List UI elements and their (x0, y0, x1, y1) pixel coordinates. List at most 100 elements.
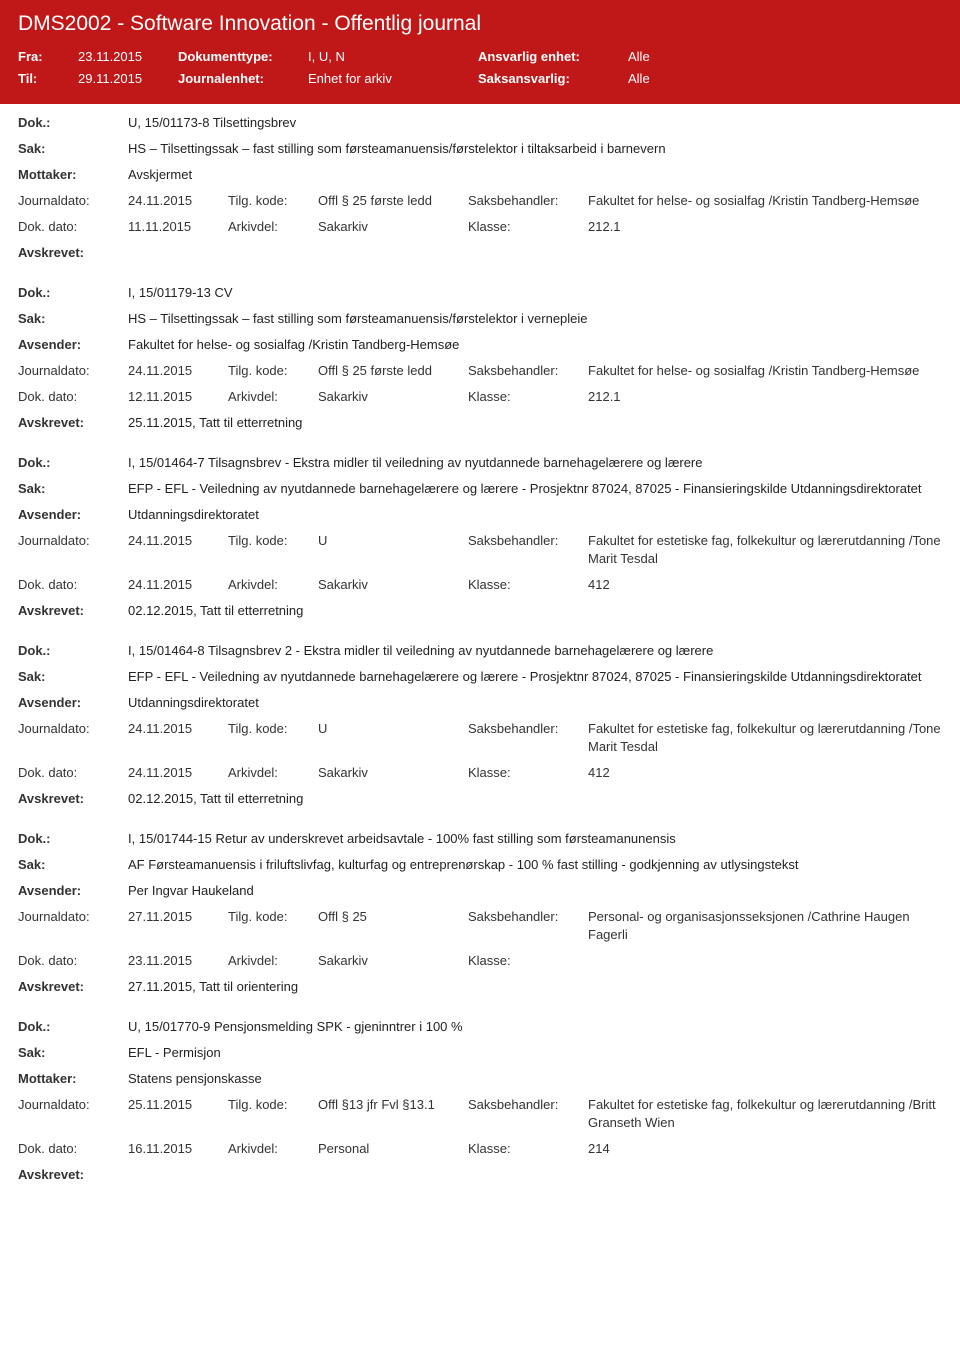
klasse-label: Klasse: (468, 764, 588, 782)
saksbehandler-value: Fakultet for estetiske fag, folkekultur … (588, 720, 942, 756)
sak-line: Sak: HS – Tilsettingssak – fast stilling… (18, 140, 942, 158)
journaldato-label: Journaldato: (18, 362, 128, 380)
dokdato-value: 24.11.2015 (128, 576, 228, 594)
dokdato-value: 11.11.2015 (128, 218, 228, 236)
avskrevet-line: Avskrevet: 25.11.2015, Tatt til etterret… (18, 414, 942, 432)
fra-label: Fra: (18, 46, 78, 68)
fra-value: 23.11.2015 (78, 46, 178, 68)
klasse-label: Klasse: (468, 952, 588, 970)
arkivdel-value: Sakarkiv (318, 388, 468, 406)
dok-value: U, 15/01173-8 Tilsettingsbrev (128, 114, 942, 132)
klasse-label: Klasse: (468, 1140, 588, 1158)
dokdato-row: Dok. dato: 12.11.2015 Arkivdel: Sakarkiv… (18, 388, 942, 406)
party-value: Utdanningsdirektoratet (128, 694, 942, 712)
party-label: Avsender: (18, 506, 128, 524)
party-label: Avsender: (18, 694, 128, 712)
party-label: Avsender: (18, 336, 128, 354)
dok-value: U, 15/01770-9 Pensjonsmelding SPK - gjen… (128, 1018, 942, 1036)
journaldato-row: Journaldato: 25.11.2015 Tilg. kode: Offl… (18, 1096, 942, 1132)
entries-container: Dok.: U, 15/01173-8 Tilsettingsbrev Sak:… (0, 104, 960, 1196)
dok-value: I, 15/01179-13 CV (128, 284, 942, 302)
journaldato-label: Journaldato: (18, 720, 128, 738)
dok-value: I, 15/01744-15 Retur av underskrevet arb… (128, 830, 942, 848)
dok-label: Dok.: (18, 454, 128, 472)
ansvarlig-value: Alle (628, 46, 650, 68)
saksbehandler-label: Saksbehandler: (468, 908, 588, 926)
tilgkode-value: U (318, 532, 468, 550)
avskrevet-line: Avskrevet: 02.12.2015, Tatt til etterret… (18, 790, 942, 808)
klasse-value: 412 (588, 764, 942, 782)
avskrevet-label: Avskrevet: (18, 414, 128, 432)
saksbehandler-value: Fakultet for estetiske fag, folkekultur … (588, 532, 942, 568)
klasse-value: 214 (588, 1140, 942, 1158)
sak-line: Sak: EFL - Permisjon (18, 1044, 942, 1062)
avskrevet-label: Avskrevet: (18, 790, 128, 808)
klasse-label: Klasse: (468, 218, 588, 236)
dokdato-value: 16.11.2015 (128, 1140, 228, 1158)
arkivdel-label: Arkivdel: (228, 1140, 318, 1158)
page-title: DMS2002 - Software Innovation - Offentli… (18, 12, 942, 36)
journaldato-value: 24.11.2015 (128, 720, 228, 738)
arkivdel-value: Sakarkiv (318, 218, 468, 236)
journaldato-value: 25.11.2015 (128, 1096, 228, 1114)
avskrevet-value: 02.12.2015, Tatt til etterretning (128, 790, 942, 808)
journaldato-label: Journaldato: (18, 532, 128, 550)
dok-line: Dok.: U, 15/01173-8 Tilsettingsbrev (18, 114, 942, 132)
sak-value: EFL - Permisjon (128, 1044, 942, 1062)
arkivdel-label: Arkivdel: (228, 388, 318, 406)
journaldato-label: Journaldato: (18, 1096, 128, 1114)
arkivdel-value: Sakarkiv (318, 764, 468, 782)
saksbehandler-value: Fakultet for helse- og sosialfag /Kristi… (588, 362, 942, 380)
saksbehandler-value: Fakultet for estetiske fag, folkekultur … (588, 1096, 942, 1132)
arkivdel-label: Arkivdel: (228, 576, 318, 594)
dok-label: Dok.: (18, 642, 128, 660)
ansvarlig-label: Ansvarlig enhet: (478, 46, 628, 68)
klasse-value: 212.1 (588, 218, 942, 236)
journaldato-value: 24.11.2015 (128, 362, 228, 380)
sak-label: Sak: (18, 140, 128, 158)
sak-line: Sak: EFP - EFL - Veiledning av nyutdanne… (18, 480, 942, 498)
journaldato-row: Journaldato: 24.11.2015 Tilg. kode: U Sa… (18, 720, 942, 756)
journal-entry: Dok.: I, 15/01464-7 Tilsagnsbrev - Ekstr… (0, 444, 960, 632)
journaldato-row: Journaldato: 27.11.2015 Tilg. kode: Offl… (18, 908, 942, 944)
sak-label: Sak: (18, 310, 128, 328)
tilgkode-value: U (318, 720, 468, 738)
dokdato-row: Dok. dato: 16.11.2015 Arkivdel: Personal… (18, 1140, 942, 1158)
party-line: Mottaker: Statens pensjonskasse (18, 1070, 942, 1088)
tilgkode-value: Offl §13 jfr Fvl §13.1 (318, 1096, 468, 1114)
party-label: Mottaker: (18, 166, 128, 184)
avskrevet-line: Avskrevet: (18, 1166, 942, 1184)
dokdato-value: 24.11.2015 (128, 764, 228, 782)
sak-line: Sak: EFP - EFL - Veiledning av nyutdanne… (18, 668, 942, 686)
avskrevet-value: 27.11.2015, Tatt til orientering (128, 978, 942, 996)
dokdato-label: Dok. dato: (18, 764, 128, 782)
journal-entry: Dok.: I, 15/01464-8 Tilsagnsbrev 2 - Eks… (0, 632, 960, 820)
saksbehandler-value: Personal- og organisasjonsseksjonen /Cat… (588, 908, 942, 944)
sak-label: Sak: (18, 1044, 128, 1062)
page-header: DMS2002 - Software Innovation - Offentli… (0, 0, 960, 104)
avskrevet-line: Avskrevet: (18, 244, 942, 262)
saksbehandler-label: Saksbehandler: (468, 362, 588, 380)
party-value: Fakultet for helse- og sosialfag /Kristi… (128, 336, 942, 354)
journaldato-row: Journaldato: 24.11.2015 Tilg. kode: Offl… (18, 362, 942, 380)
til-value: 29.11.2015 (78, 68, 178, 90)
sak-line: Sak: AF Førsteamanuensis i friluftslivfa… (18, 856, 942, 874)
sak-value: EFP - EFL - Veiledning av nyutdannede ba… (128, 668, 942, 686)
jenhet-label: Journalenhet: (178, 68, 308, 90)
avskrevet-line: Avskrevet: 27.11.2015, Tatt til orienter… (18, 978, 942, 996)
dok-line: Dok.: U, 15/01770-9 Pensjonsmelding SPK … (18, 1018, 942, 1036)
sak-label: Sak: (18, 668, 128, 686)
dokdato-row: Dok. dato: 24.11.2015 Arkivdel: Sakarkiv… (18, 576, 942, 594)
dokdato-row: Dok. dato: 11.11.2015 Arkivdel: Sakarkiv… (18, 218, 942, 236)
doktype-value: I, U, N (308, 46, 478, 68)
journal-entry: Dok.: U, 15/01770-9 Pensjonsmelding SPK … (0, 1008, 960, 1196)
dok-label: Dok.: (18, 830, 128, 848)
saks-label: Saksansvarlig: (478, 68, 628, 90)
journaldato-row: Journaldato: 24.11.2015 Tilg. kode: U Sa… (18, 532, 942, 568)
til-label: Til: (18, 68, 78, 90)
dok-label: Dok.: (18, 284, 128, 302)
saksbehandler-value: Fakultet for helse- og sosialfag /Kristi… (588, 192, 942, 210)
tilgkode-value: Offl § 25 første ledd (318, 192, 468, 210)
party-value: Avskjermet (128, 166, 942, 184)
dokdato-label: Dok. dato: (18, 952, 128, 970)
